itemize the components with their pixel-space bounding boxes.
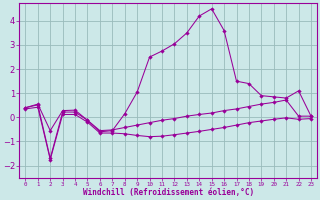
X-axis label: Windchill (Refroidissement éolien,°C): Windchill (Refroidissement éolien,°C): [83, 188, 254, 197]
